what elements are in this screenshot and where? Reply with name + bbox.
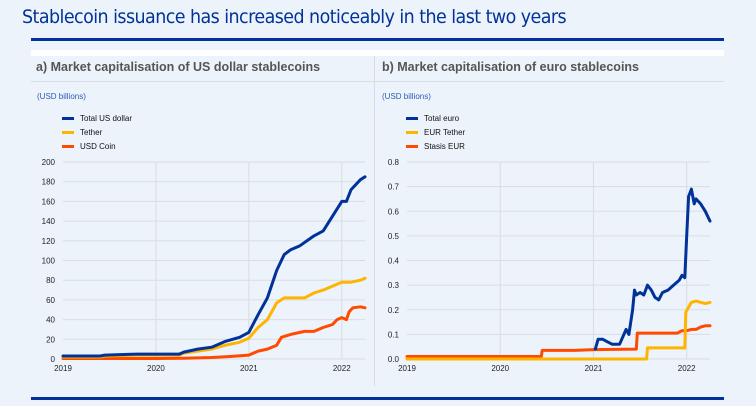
panel-b-ytick-label: 0.4: [388, 257, 400, 266]
panel-b-ytick-label: 0.2: [388, 306, 400, 315]
panel-a-xtick-label: 2022: [333, 364, 351, 373]
legend-label: EUR Tether: [424, 127, 466, 137]
legend-label: USD Coin: [80, 141, 116, 151]
panel-b-series-stasis-eur: [405, 324, 712, 358]
legend-item: Total US dollar: [62, 111, 132, 125]
panel-b-ytick-label: 0.3: [388, 281, 400, 290]
panel-b-xtick-label: 2020: [491, 364, 509, 373]
panel-divider: [374, 56, 375, 386]
panel-b-series-total-euro: [593, 187, 712, 351]
title-rule: [31, 38, 724, 41]
legend-item: Stasis EUR: [406, 139, 465, 153]
panel-a-ytick-label: 200: [42, 158, 56, 167]
legend-item: EUR Tether: [406, 125, 465, 139]
legend-item: USD Coin: [62, 139, 132, 153]
legend-item: Total euro: [406, 111, 465, 125]
panel-a-ytick-label: 160: [42, 197, 56, 206]
panel-b-unit: (USD billions): [382, 92, 431, 101]
panel-a-xtick-label: 2020: [147, 364, 165, 373]
legend-label: Total euro: [424, 113, 460, 123]
legend-label: Tether: [80, 127, 103, 137]
panel-a-rule: [31, 81, 374, 82]
panel-b-ytick-label: 0.5: [388, 232, 400, 241]
legend-label: Stasis EUR: [424, 141, 465, 151]
panel-a-ytick-label: 140: [42, 217, 56, 226]
panel-b-rule: [375, 81, 724, 82]
panel-header-bar: [31, 50, 724, 56]
legend-swatch: [406, 116, 418, 120]
bottom-rule: [31, 397, 724, 400]
panel-a-ytick-label: 80: [46, 276, 55, 285]
panel-a-ytick-label: 0: [51, 355, 56, 364]
panel-a-title: a) Market capitalisation of US dollar st…: [36, 60, 321, 74]
legend-item: Tether: [62, 125, 132, 139]
panel-b-ytick-label: 0.1: [388, 330, 400, 339]
panel-b-ytick-label: 0.0: [388, 355, 400, 364]
panel-a-ytick-label: 120: [42, 237, 56, 246]
panel-b-ytick-label: 0.8: [388, 158, 400, 167]
panel-a-ytick-label: 40: [46, 316, 55, 325]
panel-a-ytick-label: 100: [42, 257, 56, 266]
legend-swatch: [62, 130, 74, 134]
panel-a-unit: (USD billions): [37, 92, 86, 101]
panel-b-ytick-label: 0.7: [388, 183, 400, 192]
legend-swatch: [62, 144, 74, 148]
panel-a-xtick-label: 2019: [54, 364, 72, 373]
panel-a-xtick-label: 2021: [240, 364, 258, 373]
panel-a-legend: Total US dollar Tether USD Coin: [62, 111, 132, 153]
panel-a-ytick-label: 20: [46, 335, 55, 344]
panel-b-ytick-label: 0.6: [388, 207, 400, 216]
page-title: Stablecoin issuance has increased notice…: [22, 6, 567, 28]
legend-swatch: [406, 130, 418, 134]
legend-label: Total US dollar: [80, 113, 133, 123]
panel-a-series-usd-coin: [61, 305, 367, 360]
panel-b-title: b) Market capitalisation of euro stablec…: [382, 60, 640, 74]
panel-b-xtick-label: 2022: [678, 364, 696, 373]
panel-a-ytick-label: 60: [46, 296, 55, 305]
panel-a-series-total-us-dollar: [61, 175, 367, 358]
panel-b-series-eur-tether: [405, 299, 712, 361]
panel-b-xtick-label: 2019: [398, 364, 416, 373]
panel-a-ytick-label: 180: [42, 178, 56, 187]
legend-swatch: [406, 144, 418, 148]
legend-swatch: [62, 116, 74, 120]
panel-b-xtick-label: 2021: [585, 364, 603, 373]
panel-b-legend: Total euro EUR Tether Stasis EUR: [406, 111, 465, 153]
